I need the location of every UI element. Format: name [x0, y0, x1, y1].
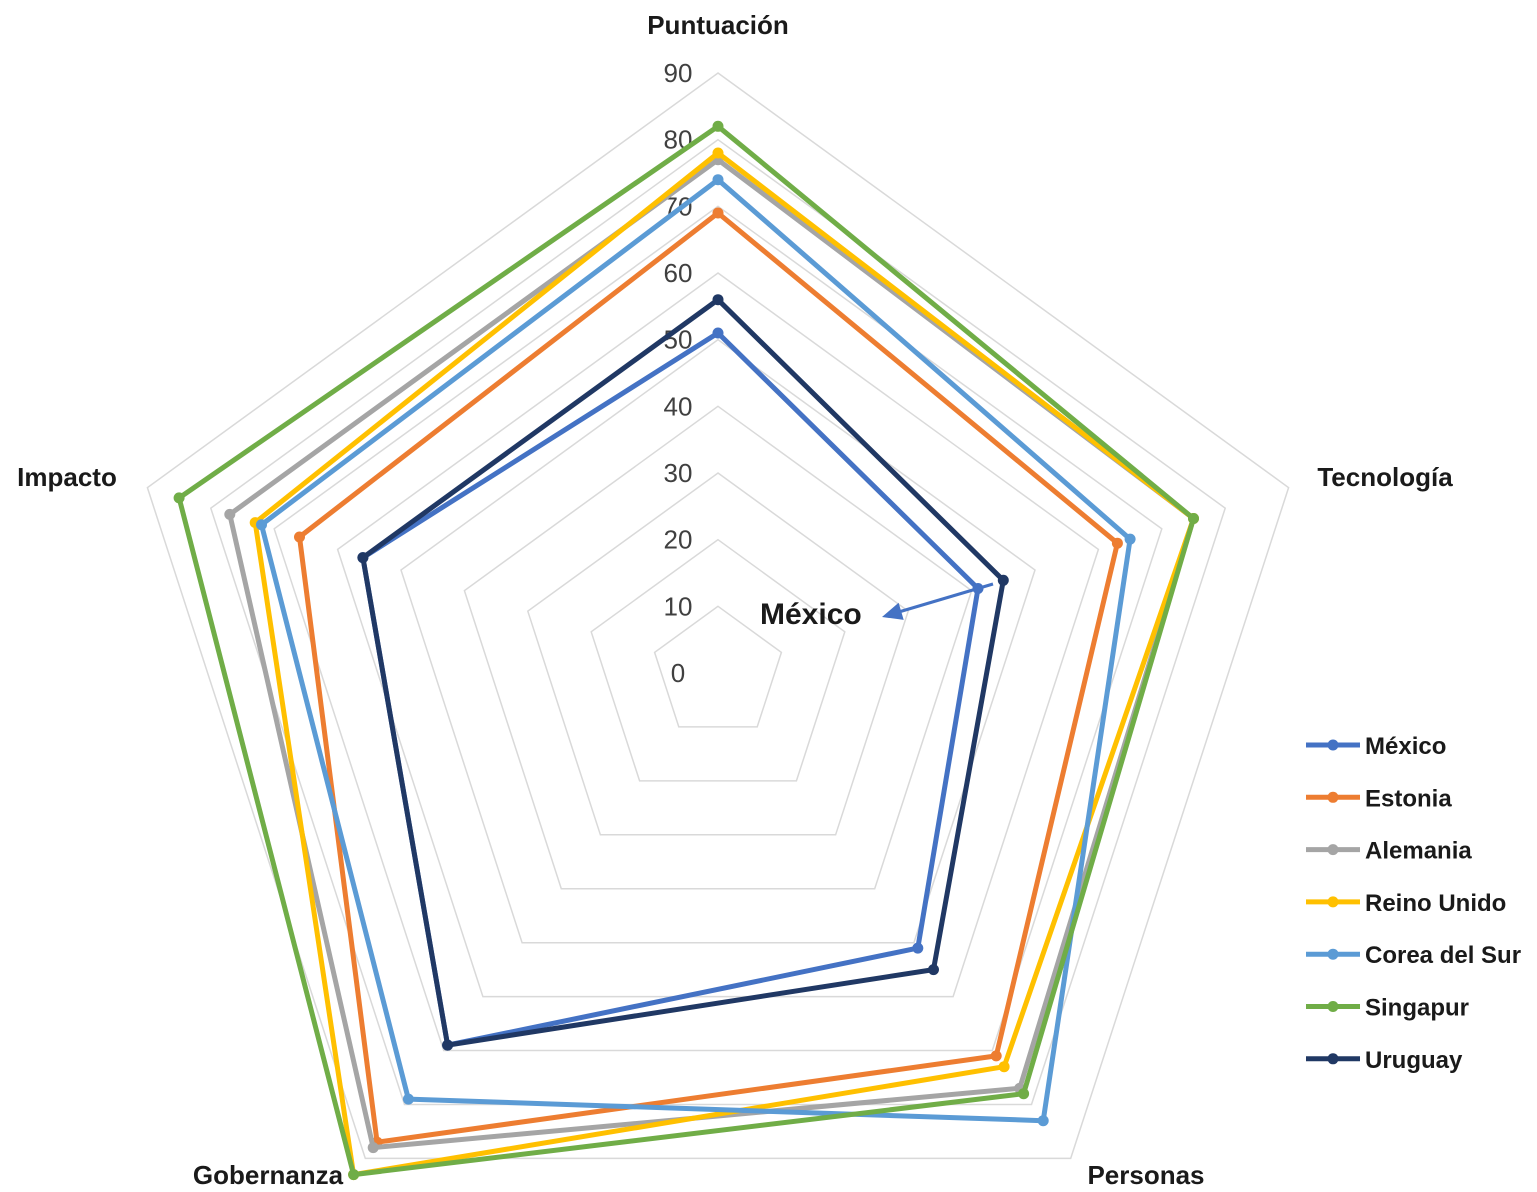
series-line: [176, 123, 1196, 1178]
legend-label: Uruguay: [1365, 1047, 1463, 1074]
category-label-gobernanza: Gobernanza: [193, 1160, 344, 1190]
data-point: [442, 1039, 454, 1051]
data-point: [712, 294, 724, 306]
annotation-arrow: [891, 582, 994, 616]
data-point: [912, 942, 924, 954]
data-point: [294, 531, 305, 543]
tick-label: 40: [664, 391, 693, 421]
data-point: [998, 1061, 1010, 1073]
data-point: [712, 207, 724, 219]
legend-label: Reino Unido: [1365, 890, 1506, 917]
series-line: [297, 210, 1120, 1145]
legend-item-reino-unido: Reino Unido: [1306, 890, 1506, 917]
radar-series: [173, 120, 1199, 1181]
tick-label: 90: [664, 58, 693, 88]
data-point: [348, 1169, 360, 1181]
grid-ring: [400, 338, 1036, 944]
category-label-puntuacion: Puntuación: [647, 10, 789, 40]
grid-ring: [146, 72, 1290, 1160]
legend-marker: [1327, 948, 1339, 960]
radar-grid: [146, 72, 1290, 1160]
annotation-arrowhead: [882, 602, 904, 620]
data-point: [173, 492, 185, 504]
tick-label: 80: [664, 125, 693, 155]
legend-item-alemania: Alemania: [1306, 838, 1472, 865]
data-point: [1124, 533, 1136, 545]
grid-ring: [526, 472, 910, 836]
category-label-personas: Personas: [1087, 1160, 1204, 1190]
legend-marker: [1327, 896, 1339, 908]
grid-ring: [653, 605, 783, 728]
legend-label: México: [1365, 733, 1446, 760]
category-label-tecnologia: Tecnología: [1317, 462, 1453, 492]
legend-item-singapur: Singapur: [1306, 995, 1469, 1022]
grid-ring: [590, 538, 846, 782]
data-point: [402, 1093, 414, 1105]
tick-label: 20: [664, 525, 693, 555]
data-point: [712, 120, 724, 132]
grid-ring: [336, 272, 1100, 998]
data-point: [1037, 1115, 1049, 1127]
legend-item-uruguay: Uruguay: [1306, 1047, 1463, 1074]
legend-marker: [1327, 739, 1339, 751]
legend-label: Alemania: [1365, 838, 1472, 865]
legend-marker: [1327, 791, 1339, 803]
tick-label: 30: [664, 458, 693, 488]
data-point: [1018, 1088, 1030, 1100]
data-point: [357, 552, 369, 564]
data-point: [367, 1142, 379, 1154]
annotation: México: [760, 582, 994, 631]
grid-ring: [463, 405, 973, 890]
data-point: [712, 327, 724, 339]
category-labels: Puntuación Tecnología Personas Gobernanza Im…: [17, 10, 1453, 1190]
data-point: [712, 174, 724, 186]
legend-label: Singapur: [1365, 995, 1469, 1022]
legend-label: Corea del Sur: [1365, 942, 1521, 969]
annotation-label: México: [760, 598, 862, 631]
data-point: [997, 574, 1009, 586]
grid-ring: [209, 138, 1227, 1106]
data-point: [1111, 537, 1123, 549]
category-label-impacto: Impacto: [17, 462, 117, 492]
legend-marker: [1327, 844, 1339, 856]
series-line: [259, 177, 1133, 1124]
grid-ring: [273, 205, 1163, 1052]
data-point: [990, 1050, 1002, 1062]
legend-item-mexico: México: [1306, 733, 1446, 760]
tick-label: 60: [664, 258, 693, 288]
data-point: [712, 147, 724, 159]
series-estonia: [294, 207, 1123, 1148]
data-point: [256, 519, 267, 531]
series-singapur: [173, 120, 1199, 1181]
data-point: [1188, 513, 1199, 524]
legend-item-estonia: Estonia: [1306, 785, 1452, 812]
tick-label: 0: [671, 658, 685, 688]
data-point: [928, 964, 939, 976]
series-line: [360, 330, 981, 1048]
legend-label: Estonia: [1365, 785, 1452, 812]
series-line: [360, 297, 1006, 1048]
legend-marker: [1327, 1001, 1339, 1012]
legend: México Estonia Alemania Reino Unido Corea de…: [1306, 733, 1521, 1074]
series-uruguay: [357, 294, 1009, 1051]
legend-item-corea-del-sur: Corea del Sur: [1306, 942, 1521, 969]
data-point: [224, 508, 236, 520]
series-line: [252, 150, 1196, 1178]
legend-marker: [1327, 1053, 1339, 1065]
series-corea-del-sur: [256, 174, 1136, 1127]
tick-label: 10: [664, 591, 693, 621]
